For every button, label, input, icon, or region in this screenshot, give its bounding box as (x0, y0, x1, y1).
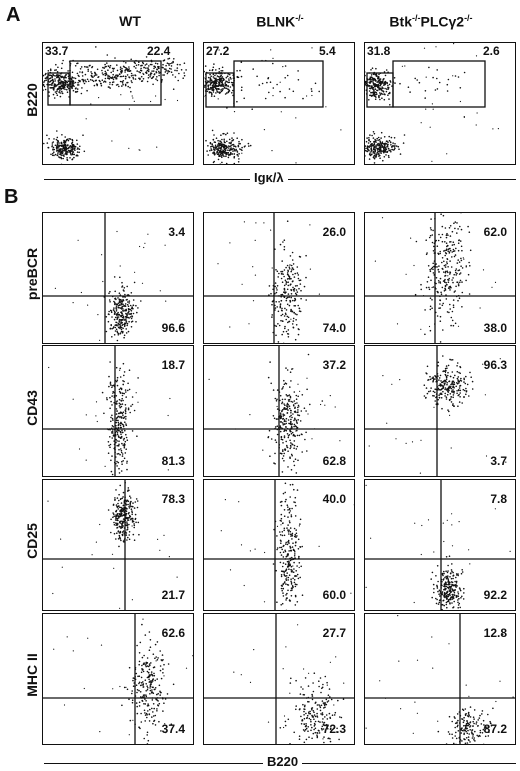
gate-value-left: 27.2 (206, 44, 230, 58)
lower-right-value: 96.6 (161, 321, 185, 335)
panel-a-ylabel: B220 (24, 83, 40, 117)
panel-a-letter: A (6, 4, 21, 26)
lower-right-value: 21.7 (161, 588, 185, 602)
scatter-dots (54, 230, 167, 342)
upper-right-value: 62.0 (483, 225, 507, 239)
gate-value-right: 2.6 (483, 44, 500, 58)
lower-right-value: 74.0 (322, 321, 346, 335)
panel-a-plot-btk-plcg2: 31.8 2.6 (364, 42, 516, 165)
panel-b-plot-cd25-wt: 78.3 21.7 (42, 479, 194, 611)
upper-right-value: 37.2 (322, 358, 346, 372)
row-label-prebcr: preBCR (24, 247, 40, 301)
gate-value-right: 22.4 (147, 44, 171, 58)
quadrant-svg (365, 346, 515, 476)
quadrant-svg (365, 480, 515, 610)
scatter-dots (217, 220, 320, 343)
quadrant-svg (204, 480, 354, 610)
panel-b-plot-cd25-blnk: 40.0 60.0 (203, 479, 355, 611)
row-label-cd43: CD43 (24, 390, 40, 426)
lower-right-value: 38.0 (483, 321, 507, 335)
scatter-dots (208, 353, 341, 474)
panel-b-plot-cd43-blnk: 37.2 62.8 (203, 345, 355, 477)
scatter-dots (365, 43, 499, 164)
panel-b-xlabel: B220 (263, 754, 303, 769)
quadrant-svg (43, 480, 193, 610)
upper-right-value: 62.6 (161, 626, 185, 640)
gate-box-right (69, 60, 162, 106)
upper-right-value: 27.7 (322, 626, 346, 640)
panel-a-plot-blnk: 27.2 5.4 (203, 42, 355, 165)
upper-right-value: 3.4 (168, 225, 185, 239)
lower-right-value: 3.7 (490, 454, 507, 468)
upper-right-value: 96.3 (483, 358, 507, 372)
panel-a-plot-btk-plcg2-svg (365, 43, 499, 164)
gate-value-left: 31.8 (367, 44, 391, 58)
scatter-dots (204, 47, 342, 164)
upper-right-value: 40.0 (322, 492, 346, 506)
gate-value-right: 5.4 (319, 44, 336, 58)
upper-right-value: 7.8 (490, 492, 507, 506)
panel-b-plot-mhc-ii-btk-plcg2: 12.8 87.2 (364, 613, 516, 745)
scatter-dots (47, 481, 178, 609)
upper-right-value: 26.0 (322, 225, 346, 239)
scatter-dots (365, 484, 511, 610)
panel-b-plot-mhc-ii-blnk: 27.7 72.3 (203, 613, 355, 745)
lower-right-value: 62.8 (322, 454, 346, 468)
panel-b-letter: B (4, 186, 19, 208)
upper-right-value: 78.3 (161, 492, 185, 506)
lower-right-value: 92.2 (483, 588, 507, 602)
panel-a-plot-wt: 33.7 22.4 (42, 42, 194, 165)
quadrant-svg (365, 614, 515, 744)
quadrant-svg (365, 213, 515, 343)
quadrant-svg (204, 213, 354, 343)
lower-right-value: 60.0 (322, 588, 346, 602)
panel-b-plot-prebcr-wt: 3.4 96.6 (42, 212, 194, 344)
gate-box-right (233, 60, 324, 108)
scatter-dots (233, 624, 345, 744)
row-label-mhc-ii: MHC II (24, 653, 40, 697)
panel-b-plot-mhc-ii-wt: 62.6 37.4 (42, 613, 194, 745)
quadrant-svg (43, 614, 193, 744)
panel-a-plot-wt-svg (43, 46, 187, 164)
panel-a-xlabel: Igκ/λ (250, 170, 288, 185)
quadrant-svg (43, 213, 193, 343)
quadrant-svg (204, 346, 354, 476)
quadrant-svg (43, 346, 193, 476)
scatter-dots (220, 482, 354, 610)
panel-b-plot-cd43-btk-plcg2: 96.3 3.7 (364, 345, 516, 477)
panel-b-plot-prebcr-btk-plcg2: 62.0 38.0 (364, 212, 516, 344)
lower-right-value: 37.4 (161, 722, 185, 736)
panel-b-plot-prebcr-blnk: 26.0 74.0 (203, 212, 355, 344)
panel-b-plot-cd25-btk-plcg2: 7.8 92.2 (364, 479, 516, 611)
column-title-blnk: BLNK-/- (256, 13, 304, 30)
row-label-cd25: CD25 (24, 523, 40, 559)
gate-box-right (392, 60, 486, 108)
gate-value-left: 33.7 (45, 44, 69, 58)
upper-right-value: 12.8 (483, 626, 507, 640)
lower-right-value: 87.2 (483, 722, 507, 736)
panel-a-plot-blnk-svg (204, 47, 342, 164)
column-title-wt: WT (119, 13, 141, 29)
column-title-btk-plcg2: Btk-/-PLCγ2-/- (389, 13, 473, 30)
lower-right-value: 72.3 (322, 722, 346, 736)
panel-b-plot-cd43-wt: 18.7 81.3 (42, 345, 194, 477)
lower-right-value: 81.3 (161, 454, 185, 468)
upper-right-value: 18.7 (161, 358, 185, 372)
scatter-dots (374, 213, 497, 343)
scatter-dots (43, 46, 187, 164)
quadrant-svg (204, 614, 354, 744)
